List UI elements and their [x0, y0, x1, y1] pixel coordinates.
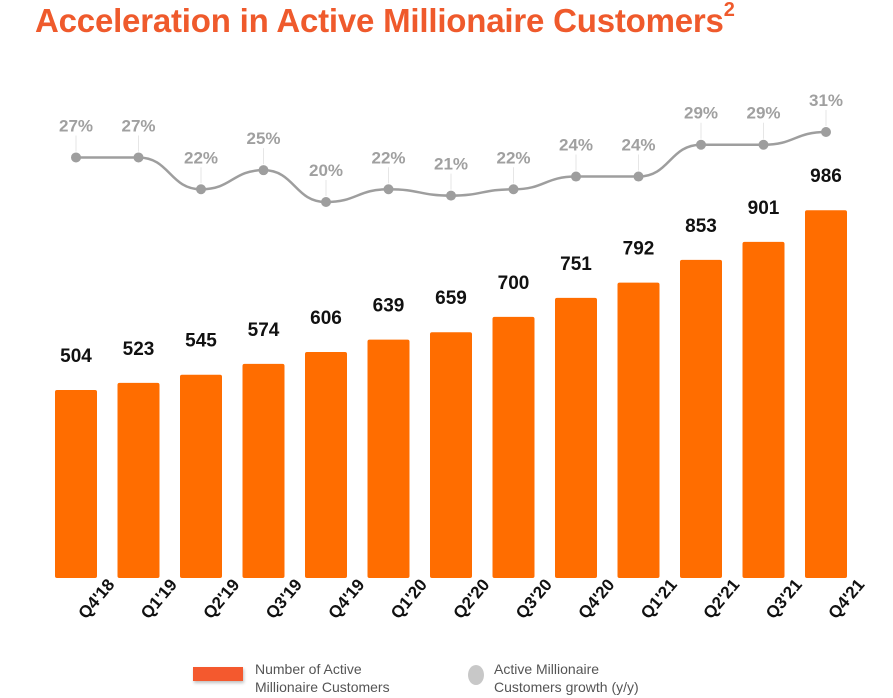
growth-point: [383, 184, 394, 195]
x-tick-label: Q2'20: [450, 575, 494, 622]
x-tick-label: Q2'21: [700, 575, 744, 622]
legend-dot-swatch: [468, 665, 484, 685]
bar: [555, 297, 597, 578]
growth-point: [633, 171, 644, 182]
x-tick-label: Q4'19: [325, 575, 369, 622]
bar: [242, 363, 285, 578]
growth-value-label: 22%: [496, 148, 530, 167]
growth-point: [196, 184, 206, 195]
x-tick-label: Q1'19: [137, 575, 181, 622]
growth-value-label: 24%: [559, 136, 593, 155]
x-tick-label: Q4'21: [825, 575, 869, 622]
growth-point: [696, 139, 706, 150]
bar: [742, 241, 785, 578]
chart-title: Acceleration in Active Millionaire Custo…: [35, 0, 735, 39]
x-tick-label: Q3'20: [512, 575, 556, 622]
bar-value-label: 901: [748, 198, 780, 219]
bar: [492, 316, 535, 578]
bar: [117, 382, 160, 578]
bar-value-label: 659: [435, 288, 467, 309]
bar: [680, 259, 722, 578]
legend-item-growth: Active Millionaire Customers growth (y/y…: [494, 660, 639, 696]
x-tick-label: Q1'20: [387, 575, 431, 622]
growth-value-label: 20%: [309, 161, 343, 180]
growth-value-label: 27%: [59, 116, 93, 135]
x-tick-label: Q3'21: [762, 575, 806, 622]
growth-point: [821, 127, 831, 137]
legend-label-line1: Number of Active: [255, 661, 362, 677]
bar-value-label: 606: [310, 308, 342, 329]
growth-value-label: 24%: [621, 136, 655, 155]
bar-value-label: 751: [560, 254, 592, 275]
bar-value-label: 700: [498, 273, 530, 294]
bar-value-label: 574: [248, 320, 280, 341]
bar: [367, 339, 410, 578]
bar-value-label: 523: [123, 339, 155, 360]
bar: [55, 390, 97, 578]
bar-value-label: 986: [810, 166, 842, 187]
bar-value-label: 504: [60, 346, 92, 367]
legend-bar-swatch: [193, 667, 243, 681]
growth-point: [321, 197, 331, 207]
growth-value-label: 21%: [434, 155, 468, 174]
growth-point: [508, 184, 519, 195]
growth-point: [258, 165, 269, 176]
growth-value-label: 27%: [121, 116, 155, 135]
growth-value-label: 25%: [246, 129, 280, 148]
legend-item-customers: Number of Active Millionaire Customers: [255, 660, 390, 696]
growth-point: [758, 139, 769, 150]
bar: [617, 282, 660, 578]
x-tick-label: Q4'18: [75, 575, 119, 622]
growth-point: [133, 152, 144, 163]
bar-value-label: 853: [685, 216, 717, 237]
growth-point: [446, 190, 456, 201]
bar-value-label: 792: [623, 239, 655, 260]
growth-point: [571, 171, 581, 182]
growth-point: [71, 152, 81, 163]
bar: [430, 332, 472, 578]
bar-value-label: 639: [373, 296, 405, 317]
bar: [180, 374, 222, 578]
bar-value-label: 545: [185, 331, 217, 352]
x-tick-label: Q1'21: [637, 575, 681, 622]
growth-value-label: 29%: [746, 104, 780, 123]
growth-value-label: 22%: [184, 148, 218, 167]
growth-value-label: 22%: [371, 148, 405, 167]
x-tick-label: Q2'19: [200, 575, 244, 622]
legend-label-line2: Customers growth (y/y): [494, 679, 639, 695]
bar: [305, 351, 347, 578]
legend-label-line1: Active Millionaire: [494, 661, 600, 677]
x-tick-label: Q3'19: [262, 575, 306, 622]
legend-label-line2: Millionaire Customers: [255, 679, 390, 695]
growth-value-label: 31%: [809, 91, 843, 110]
growth-value-label: 29%: [684, 104, 718, 123]
x-tick-label: Q4'20: [575, 575, 619, 622]
bar: [805, 210, 847, 579]
